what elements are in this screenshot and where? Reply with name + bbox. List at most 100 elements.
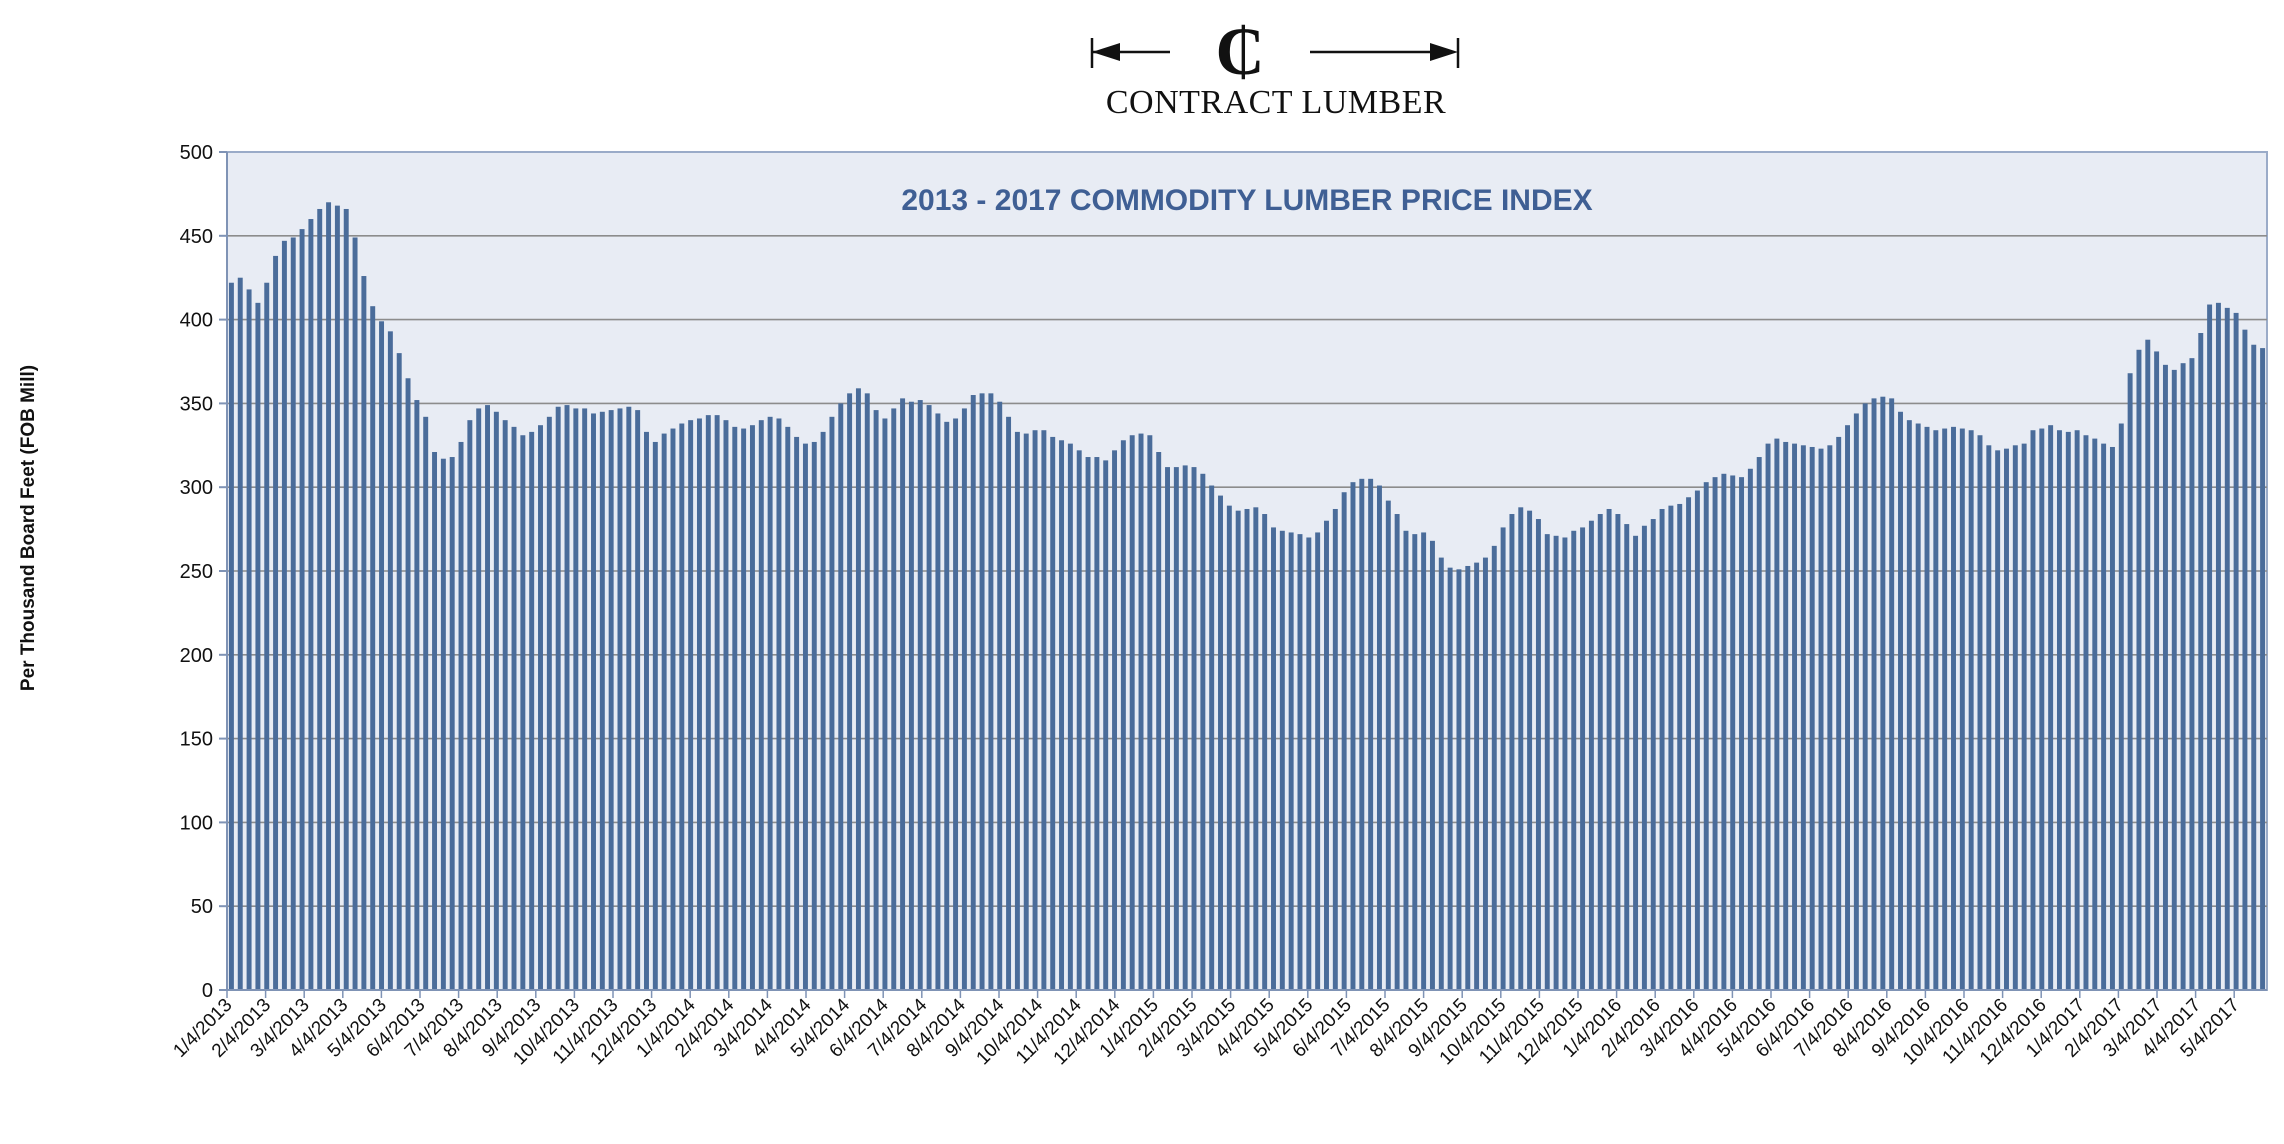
bar <box>1871 398 1877 990</box>
bar <box>988 393 994 991</box>
bar <box>255 302 261 991</box>
bar <box>1332 508 1338 990</box>
bar <box>564 405 570 991</box>
bar <box>679 423 685 990</box>
bar <box>599 411 605 990</box>
bar <box>1739 477 1745 990</box>
bar <box>864 393 870 991</box>
bar <box>334 205 340 990</box>
bar <box>802 443 808 990</box>
chart-title: 2013 - 2017 COMMODITY LUMBER PRICE INDEX <box>901 184 1592 217</box>
bar <box>944 421 950 991</box>
bar <box>1306 537 1312 990</box>
y-tick-label: 350 <box>180 393 213 415</box>
bar <box>767 416 773 990</box>
bar <box>1147 435 1153 990</box>
bar <box>1933 430 1939 991</box>
bar <box>281 240 287 990</box>
bar <box>2039 428 2045 990</box>
bar <box>1315 532 1321 990</box>
y-tick-label: 400 <box>180 310 213 332</box>
bars <box>228 202 2266 991</box>
bar <box>1553 535 1559 990</box>
y-tick-label: 0 <box>202 980 213 1002</box>
bar <box>396 353 402 990</box>
bar <box>387 331 393 991</box>
bar <box>1403 530 1409 990</box>
bar <box>2154 351 2160 990</box>
bar <box>670 428 676 990</box>
bar <box>2136 349 2142 990</box>
bar <box>811 441 817 990</box>
bar <box>1218 495 1223 990</box>
bar <box>1818 448 1824 990</box>
bar <box>1544 534 1550 990</box>
bar <box>1235 510 1241 990</box>
contract-lumber-logo: ₵ <box>1090 13 1460 89</box>
bar <box>1641 525 1647 990</box>
bar <box>1527 510 1533 990</box>
bar <box>1262 514 1268 990</box>
bar <box>1509 514 1515 990</box>
bar <box>838 403 844 990</box>
bar <box>1032 430 1038 991</box>
y-tick-label: 150 <box>180 729 213 751</box>
bar <box>1924 426 1930 990</box>
y-tick-labels: 0 50 100 150 200 250 300 350 400 450 500 <box>180 142 227 1002</box>
bar <box>343 208 349 991</box>
bar <box>2224 307 2230 990</box>
bar <box>1059 440 1065 990</box>
bar <box>1438 557 1444 990</box>
bar <box>1677 503 1683 990</box>
bar <box>1535 519 1541 990</box>
bar <box>317 208 323 991</box>
bar <box>2101 443 2107 990</box>
bar <box>423 416 429 990</box>
bar <box>1792 443 1798 990</box>
bar <box>1836 436 1842 990</box>
bar <box>2074 430 2080 991</box>
bar <box>1165 467 1170 991</box>
cent-arrows-icon <box>1090 38 1460 68</box>
bar <box>546 416 552 990</box>
bar <box>591 413 596 991</box>
bar <box>1253 507 1259 990</box>
bar <box>1703 482 1709 990</box>
bar <box>511 426 517 990</box>
bar <box>467 420 473 990</box>
bar <box>1968 430 1974 991</box>
bar <box>2048 425 2054 990</box>
bar <box>1094 457 1100 990</box>
bar <box>1412 534 1418 990</box>
bar <box>1200 473 1206 990</box>
bar <box>688 420 694 990</box>
bar <box>2145 339 2151 991</box>
x-tick-labels: 1/4/20132/4/20133/4/20134/4/20135/4/2013… <box>169 990 2244 1069</box>
bar <box>626 406 632 990</box>
bar <box>1747 468 1753 990</box>
bar <box>1209 485 1215 990</box>
bar <box>2083 435 2089 990</box>
bar <box>1624 524 1630 990</box>
bar <box>749 425 755 990</box>
bar <box>2118 423 2124 990</box>
bar <box>652 441 658 990</box>
bar <box>1279 530 1285 990</box>
bar <box>1898 411 1903 990</box>
bar <box>228 282 234 991</box>
logo-text: CONTRACT LUMBER <box>1105 84 1447 121</box>
bar <box>1226 505 1232 990</box>
bar <box>882 418 888 991</box>
bar <box>1182 465 1188 990</box>
bar <box>2251 344 2257 990</box>
bar <box>961 408 967 990</box>
bar <box>1686 497 1692 990</box>
bar <box>1862 403 1868 990</box>
bar <box>1650 519 1656 990</box>
bar <box>1112 450 1118 991</box>
bar <box>1889 398 1895 990</box>
bar <box>1376 485 1382 990</box>
bar <box>997 401 1003 991</box>
bar <box>1915 423 1921 990</box>
bar <box>1668 505 1674 990</box>
